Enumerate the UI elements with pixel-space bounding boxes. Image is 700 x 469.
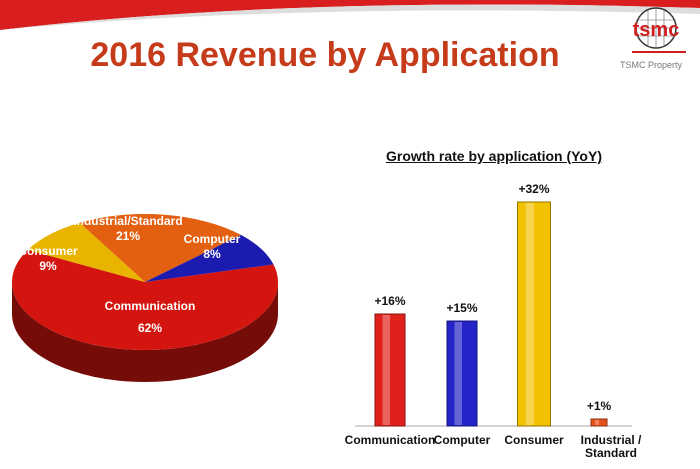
pie-value-label: 9% [39, 259, 57, 273]
category-label: Standard [585, 446, 637, 460]
category-label: Consumer [504, 433, 564, 447]
category-label: Communication [345, 433, 436, 447]
svg-text:tsmc: tsmc [633, 19, 680, 41]
bar [374, 313, 406, 427]
bar [446, 320, 478, 427]
page-title: 2016 Revenue by Application [90, 36, 560, 74]
pie-value-label: 21% [116, 229, 140, 243]
bar-highlight [382, 315, 390, 425]
pie-slice [145, 234, 274, 282]
bar-data-label: +16% [374, 294, 405, 308]
pie-label: Industrial/Standard [73, 214, 182, 228]
bar [590, 418, 608, 427]
bar-data-label: +1% [587, 399, 612, 413]
pie-slice [27, 222, 146, 282]
pie-slice [79, 214, 241, 282]
pie-label: Communication [105, 299, 196, 313]
bar-chart-title: Growth rate by application (YoY) [386, 148, 602, 164]
pie-slice [11, 249, 279, 351]
category-label: Computer [434, 433, 491, 447]
bar-highlight [454, 322, 462, 425]
bar-data-label: +32% [518, 182, 549, 196]
category-label: Industrial / [581, 433, 642, 447]
pie-value-label: 62% [138, 321, 162, 335]
header-swoosh [0, 0, 700, 30]
bar-highlight [595, 420, 599, 425]
bar-data-label: +15% [446, 301, 477, 315]
property-label: TSMC Property [620, 60, 683, 70]
tsmc-logo: tsmc [632, 7, 686, 53]
bar-highlight [525, 203, 534, 425]
bar [517, 201, 551, 427]
pie-label: Computer [184, 232, 241, 246]
pie-side-0 [12, 282, 278, 382]
pie-value-label: 8% [203, 247, 221, 261]
pie-label: Consumer [18, 244, 78, 258]
